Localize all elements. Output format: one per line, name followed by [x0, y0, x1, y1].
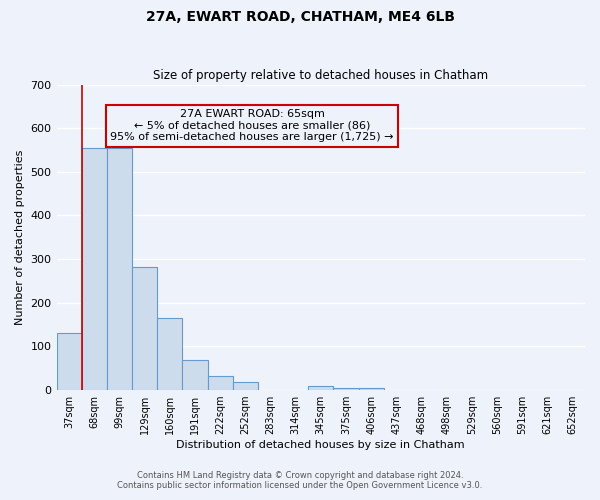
Bar — [182, 360, 208, 390]
Text: 27A EWART ROAD: 65sqm
← 5% of detached houses are smaller (86)
95% of semi-detac: 27A EWART ROAD: 65sqm ← 5% of detached h… — [110, 109, 394, 142]
Bar — [334, 388, 359, 390]
Bar — [157, 318, 182, 390]
Text: 27A, EWART ROAD, CHATHAM, ME4 6LB: 27A, EWART ROAD, CHATHAM, ME4 6LB — [146, 10, 455, 24]
Bar — [107, 148, 132, 390]
Bar — [308, 386, 334, 390]
Text: Contains HM Land Registry data © Crown copyright and database right 2024.
Contai: Contains HM Land Registry data © Crown c… — [118, 470, 482, 490]
Bar — [359, 388, 383, 390]
Bar — [56, 334, 82, 390]
Bar — [208, 376, 233, 390]
Y-axis label: Number of detached properties: Number of detached properties — [15, 150, 25, 325]
X-axis label: Distribution of detached houses by size in Chatham: Distribution of detached houses by size … — [176, 440, 465, 450]
Bar — [233, 382, 258, 390]
Bar — [82, 148, 107, 390]
Bar — [132, 266, 157, 390]
Title: Size of property relative to detached houses in Chatham: Size of property relative to detached ho… — [153, 69, 488, 82]
